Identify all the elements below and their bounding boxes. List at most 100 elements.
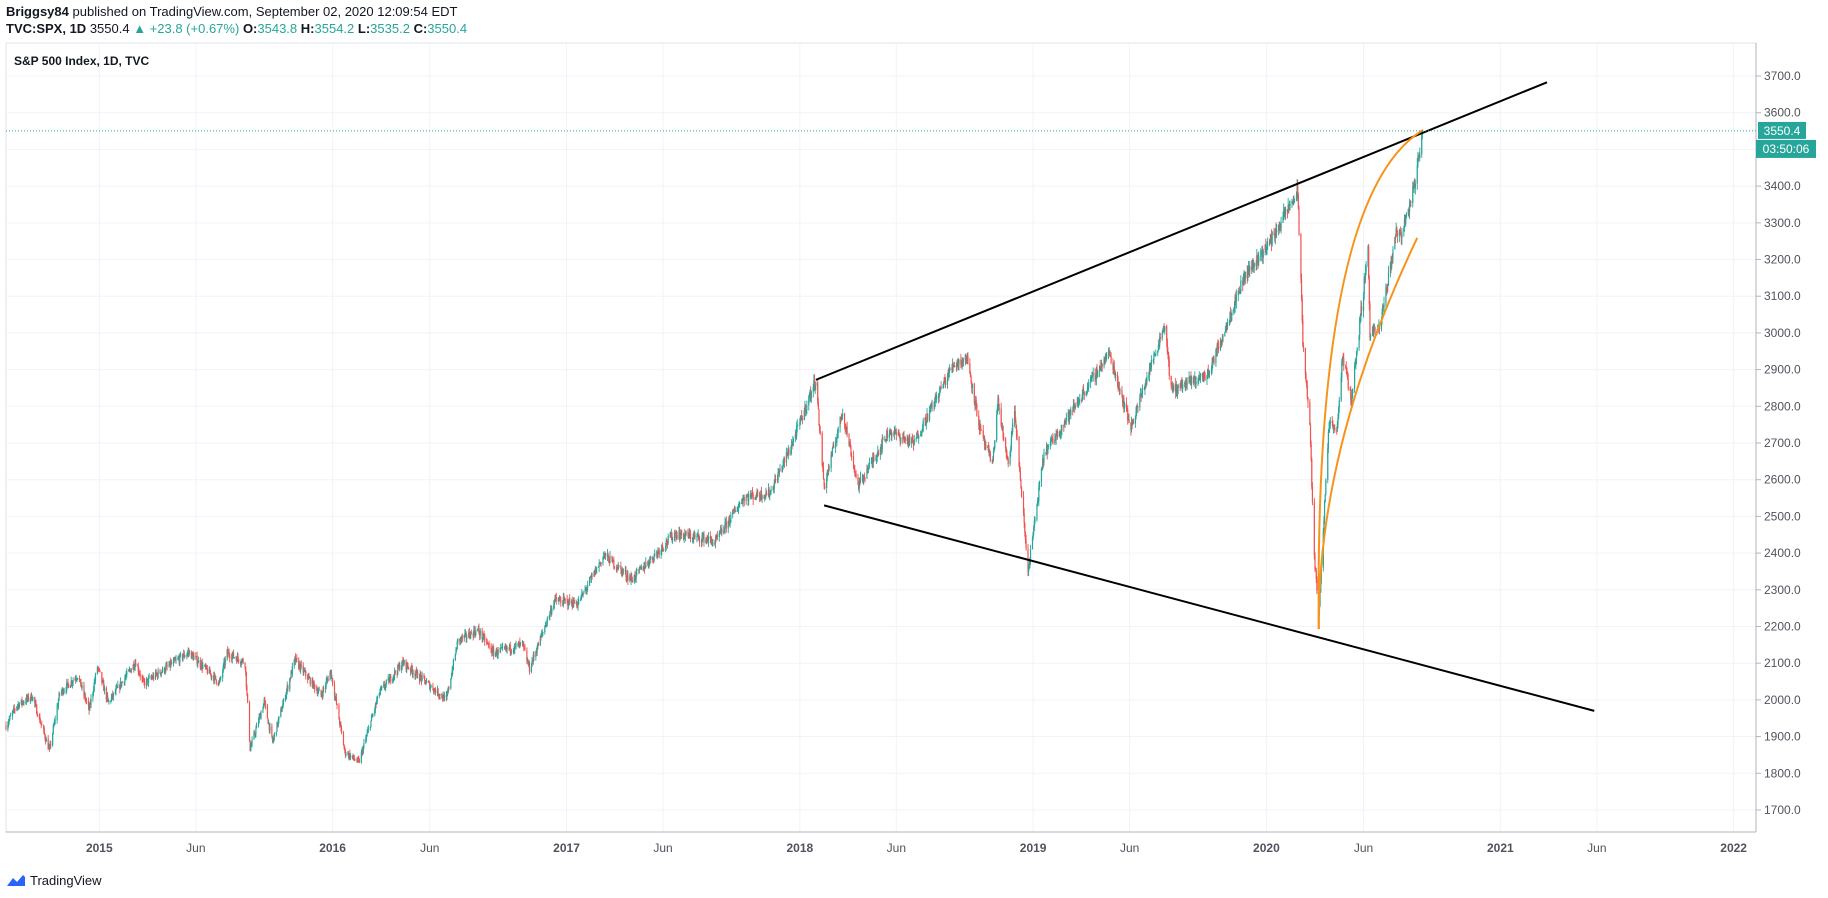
candle-body	[586, 587, 588, 590]
price-tick-label: 3100.0	[1764, 289, 1801, 303]
candle-body	[36, 714, 38, 717]
candle-body	[420, 674, 422, 677]
candle-body	[859, 480, 861, 482]
candle-body	[83, 685, 85, 696]
candle-body	[432, 685, 434, 691]
candle-body	[401, 666, 403, 671]
candle-body	[1132, 421, 1134, 424]
arc-curve[interactable]	[1317, 237, 1419, 630]
candle-body	[1091, 374, 1094, 376]
candle-body	[1373, 327, 1376, 330]
open-value: 3543.8	[257, 21, 298, 36]
price-axis[interactable]: 1700.01800.01900.02000.02100.02200.02300…	[1756, 69, 1801, 817]
candle-body	[944, 377, 946, 381]
candle-body	[345, 754, 347, 756]
candle-body	[1418, 155, 1420, 158]
candle-body	[1105, 357, 1107, 362]
candle-body	[1207, 369, 1209, 377]
candle-body	[572, 605, 574, 607]
candle-body	[1217, 344, 1219, 347]
candle-body	[1338, 407, 1340, 418]
candle-body	[1025, 540, 1027, 549]
candle-body	[325, 680, 327, 686]
candle-body	[863, 475, 865, 478]
candle-body	[1306, 385, 1308, 398]
candle-body	[370, 720, 372, 728]
candle-body	[537, 642, 540, 646]
candle-body	[502, 646, 504, 648]
candle-body	[1346, 371, 1349, 380]
candle-body	[1063, 425, 1065, 426]
candle-body	[499, 649, 501, 651]
drawings[interactable]	[815, 81, 1595, 712]
candle-body	[1060, 429, 1062, 433]
candle-body	[861, 475, 864, 478]
candle-body	[303, 670, 306, 672]
candle-body	[925, 422, 927, 425]
candle-body	[997, 397, 999, 408]
candle-body	[1013, 411, 1016, 424]
candle-body	[287, 685, 289, 690]
candle-body	[206, 665, 208, 669]
candle-body	[827, 471, 829, 473]
candle-body	[710, 537, 712, 540]
candle-body	[672, 538, 674, 541]
candle-body	[1123, 403, 1126, 408]
candle-body	[405, 660, 407, 670]
candle-body	[1220, 341, 1222, 343]
candle-body	[293, 659, 295, 666]
candle-body	[193, 656, 195, 660]
candle-body	[1158, 345, 1160, 347]
candle-body	[390, 676, 392, 682]
candle-body	[20, 699, 22, 704]
candle-body	[542, 632, 544, 634]
candle-body	[980, 425, 982, 430]
candle-body	[484, 635, 486, 642]
candle-body	[191, 652, 193, 659]
candle-body	[1249, 266, 1251, 271]
candle-body	[1258, 256, 1260, 263]
time-axis[interactable]: 2015 Jun 2016 Jun 2017 Jun 2018 Jun 2019 Jun 2020 J…	[86, 841, 1747, 855]
candle-body	[576, 605, 579, 607]
trendline[interactable]	[815, 81, 1548, 381]
candle-body	[18, 704, 20, 708]
candle-body	[1362, 294, 1365, 311]
footer-branding[interactable]: TradingView	[6, 870, 102, 890]
candle-body	[1208, 370, 1211, 374]
candle-body	[1233, 309, 1235, 313]
candle-body	[599, 562, 602, 564]
candle-body	[770, 489, 772, 491]
candle-body	[195, 656, 197, 658]
candle-body	[776, 479, 779, 481]
candle-body	[312, 679, 314, 688]
candle-body	[961, 359, 963, 366]
candle-body	[523, 643, 525, 647]
candle-body	[1034, 519, 1036, 521]
candle-body	[482, 638, 484, 640]
candle-body	[631, 576, 633, 581]
arc-curve[interactable]	[1317, 129, 1424, 630]
author-name[interactable]: Briggsy84	[6, 4, 69, 19]
candle-body	[580, 595, 582, 600]
candle-body	[939, 386, 942, 388]
candle-body	[1081, 399, 1083, 401]
candle-body	[643, 565, 646, 569]
candle-body	[670, 535, 672, 538]
candle-body	[616, 567, 618, 569]
candle-body	[421, 675, 423, 681]
candle-body	[358, 760, 361, 763]
candle-body	[862, 475, 864, 480]
candle-body	[705, 539, 707, 543]
candle-body	[1006, 455, 1009, 460]
candle-body	[712, 542, 714, 546]
close-label: C:	[413, 21, 428, 36]
candle-body	[1153, 354, 1156, 356]
candle-body	[1077, 401, 1079, 405]
candle-body	[397, 665, 400, 668]
candle-body	[1253, 262, 1255, 267]
candle-body	[907, 440, 910, 445]
trendline[interactable]	[823, 504, 1595, 712]
time-tick-label: Jun	[1120, 841, 1139, 855]
candle-body	[222, 671, 224, 678]
